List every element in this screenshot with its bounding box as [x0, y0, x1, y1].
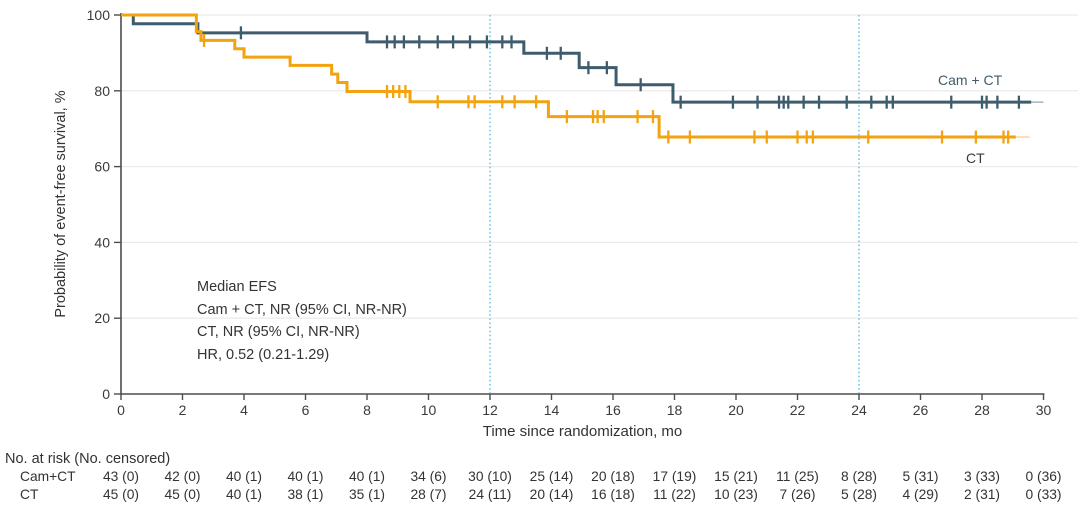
risk-row-ct: CT 45 (0) 45 (0) 40 (1) 38 (1) 35 (1) 28 (7) 2… [0, 487, 1080, 503]
risk-cell: 25 (14) [529, 469, 574, 484]
annotation-line-median-efs: Median EFS [197, 279, 277, 295]
risk-cell: 2 (31) [963, 487, 1001, 502]
risk-cell: 0 (33) [1025, 487, 1062, 502]
risk-cell: 20 (14) [529, 487, 574, 502]
x-tick-label: 0 [117, 402, 125, 418]
risk-cell: 15 (21) [714, 469, 758, 484]
risk-row-cam-ct: Cam+CT 43 (0) 42 (0) 40 (1) 40 (1) 40 (1) 34 … [0, 469, 1080, 485]
risk-cell: 17 (19) [652, 469, 697, 484]
y-tick-label: 40 [94, 234, 110, 250]
x-axis-title: Time since randomization, mo [482, 423, 683, 440]
risk-cell: 38 (1) [287, 487, 324, 502]
x-tick-label: 28 [974, 402, 990, 418]
risk-cell: 40 (1) [225, 487, 263, 502]
median-efs-annotation: Median EFS Cam + CT, NR (95% CI, NR-NR) … [197, 276, 407, 366]
risk-cell: 34 (6) [410, 469, 447, 484]
risk-cell: 28 (7) [410, 487, 447, 502]
risk-cell: 11 (25) [776, 469, 819, 484]
annotation-line-ct: CT, NR (95% CI, NR-NR) [197, 324, 360, 340]
y-tick-label: 0 [102, 386, 110, 402]
risk-cell: 8 (28) [840, 469, 878, 484]
x-tick-label: 12 [482, 402, 498, 418]
x-tick-label: 30 [1036, 402, 1052, 418]
risk-cell: 40 (1) [287, 469, 324, 484]
risk-cell: 0 (36) [1025, 469, 1062, 484]
x-tick-label: 26 [913, 402, 929, 418]
x-tick-label: 6 [302, 402, 310, 418]
risk-cell: 4 (29) [902, 487, 939, 502]
survival-curve-ct [121, 13, 1016, 139]
x-tick-label: 2 [179, 402, 187, 418]
y-tick-label: 60 [94, 159, 110, 175]
risk-cell: 11 (22) [653, 487, 696, 502]
survival-curve-cam-ct [121, 13, 1032, 104]
risk-cell: 7 (26) [779, 487, 816, 502]
x-tick-label: 20 [728, 402, 744, 418]
curve-label-cam-ct: Cam + CT [938, 72, 1003, 88]
risk-cell: 45 (0) [102, 487, 140, 502]
x-tick-label: 10 [421, 402, 437, 418]
curve-label-ct: CT [966, 150, 985, 166]
risk-table-header: No. at risk (No. censored) [5, 451, 171, 467]
risk-cell: 45 (0) [164, 487, 201, 502]
risk-cell: 5 (31) [902, 469, 939, 484]
annotation-line-hr: HR, 0.52 (0.21-1.29) [197, 346, 330, 363]
risk-cell: 40 (1) [225, 469, 263, 484]
risk-row-label-ct: CT [20, 487, 39, 502]
annotation-line-cam-ct: Cam + CT, NR (95% CI, NR-NR) [197, 301, 407, 318]
y-tick-label: 80 [94, 83, 110, 99]
x-tick-label: 22 [790, 402, 806, 418]
risk-cell: 40 (1) [348, 469, 386, 484]
risk-cell: 42 (0) [164, 469, 201, 484]
risk-cell: 20 (18) [591, 469, 635, 484]
risk-row-label-cam-ct: Cam+CT [20, 469, 76, 484]
risk-cell: 35 (1) [348, 487, 386, 502]
y-axis-title: Probability of event-free survival, % [53, 90, 69, 318]
risk-cell: 5 (28) [840, 487, 878, 502]
risk-cell: 3 (33) [963, 469, 1001, 484]
risk-cell: 10 (23) [714, 487, 758, 502]
x-tick-label: 4 [240, 402, 248, 418]
x-tick-label: 18 [667, 402, 683, 418]
y-tick-label: 20 [94, 310, 110, 326]
risk-cell: 16 (18) [591, 487, 635, 502]
x-tick-label: 16 [605, 402, 621, 418]
x-tick-label: 14 [544, 402, 560, 418]
risk-cell: 24 (11) [468, 487, 512, 502]
y-tick-label: 100 [87, 7, 111, 23]
x-tick-label: 24 [851, 402, 867, 418]
risk-cell: 30 (10) [468, 469, 512, 484]
risk-cell: 43 (0) [102, 469, 140, 484]
x-tick-label: 8 [363, 402, 371, 418]
